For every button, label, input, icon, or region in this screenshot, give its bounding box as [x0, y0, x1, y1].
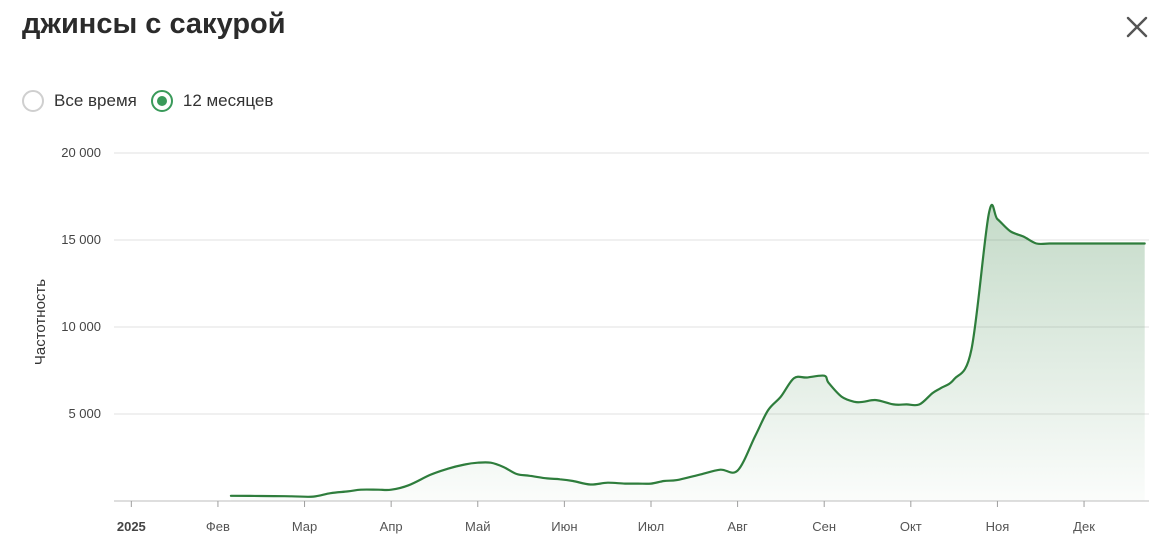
x-tick-label: Сен [812, 519, 836, 534]
period-option-label: 12 месяцев [182, 91, 274, 110]
period-option-12-months[interactable]: 12 месяцев [150, 90, 274, 112]
close-icon [1126, 16, 1148, 38]
y-tick-label: 20 000 [61, 145, 101, 160]
x-tick-label: Мар [292, 519, 317, 534]
x-tick-label: Июн [551, 519, 577, 534]
x-tick-label: 2025 [117, 519, 146, 534]
x-tick-label: Фев [206, 519, 230, 534]
x-tick-label: Авг [727, 519, 748, 534]
x-tick-label: Июл [638, 519, 664, 534]
x-tick-label: Май [465, 519, 490, 534]
x-tick-label: Апр [380, 519, 403, 534]
x-tick-label: Дек [1073, 519, 1095, 534]
radio-selected-icon [150, 90, 173, 112]
series-line [229, 204, 1146, 498]
y-tick-label: 5 000 [68, 406, 101, 421]
close-button[interactable] [1122, 12, 1152, 42]
y-tick-label: 15 000 [61, 232, 101, 247]
y-tick-label: 10 000 [61, 319, 101, 334]
x-tick-label: Окт [900, 519, 922, 534]
series-area [230, 204, 1145, 501]
page-title: джинсы с сакурой [22, 8, 286, 40]
period-option-all-time[interactable]: Все время [22, 90, 137, 112]
x-tick-label: Ноя [986, 519, 1010, 534]
y-axis-label: Частотность [32, 279, 49, 365]
period-selector: Все время 12 месяцев [22, 90, 287, 112]
radio-unselected-icon [22, 90, 44, 112]
period-option-label: Все время [54, 91, 137, 110]
